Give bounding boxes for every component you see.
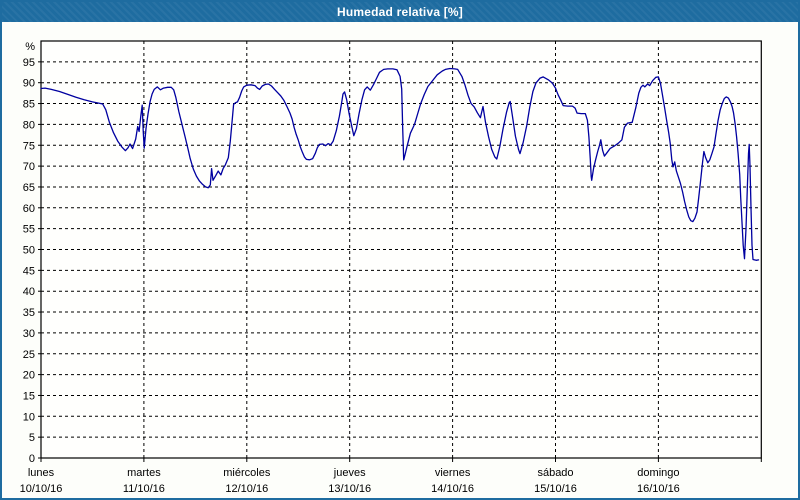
y-axis-unit: %: [25, 41, 35, 53]
title-bar: Humedad relativa [%]: [2, 2, 798, 22]
y-tick-label: 60: [23, 203, 35, 215]
day-name-label: miércoles: [223, 467, 271, 479]
y-tick-label: 45: [23, 265, 35, 277]
y-tick-label: 15: [23, 390, 35, 402]
humidity-line: [40, 67, 760, 261]
y-tick-label: 70: [23, 161, 35, 173]
y-tick-label: 0: [29, 453, 35, 465]
plot-frame: [40, 40, 762, 459]
y-tick-label: 25: [23, 349, 35, 361]
y-tick-label: 90: [23, 78, 35, 90]
y-tick-label: 75: [23, 140, 35, 152]
y-tick-label: 80: [23, 119, 35, 131]
day-date-label: 13/10/16: [328, 483, 371, 495]
y-tick-label: 65: [23, 182, 35, 194]
day-name-label: lunes: [28, 467, 55, 479]
day-date-label: 15/10/16: [534, 483, 577, 495]
y-tick-label: 35: [23, 307, 35, 319]
y-tick-label: 95: [23, 57, 35, 69]
y-tick-label: 30: [23, 328, 35, 340]
day-name-label: martes: [127, 467, 161, 479]
day-name-label: sábado: [537, 467, 573, 479]
day-name-label: viernes: [435, 467, 471, 479]
y-tick-label: 20: [23, 370, 35, 382]
day-date-label: 12/10/16: [225, 483, 268, 495]
y-tick-label: 40: [23, 286, 35, 298]
y-tick-label: 50: [23, 245, 35, 257]
y-tick-label: 55: [23, 224, 35, 236]
y-tick-label: 5: [29, 432, 35, 444]
y-tick-label: 10: [23, 411, 35, 423]
y-tick-label: 85: [23, 99, 35, 111]
day-name-label: jueves: [333, 467, 366, 479]
day-date-label: 11/10/16: [123, 483, 165, 495]
chart-title: Humedad relativa [%]: [336, 5, 464, 19]
day-date-label: 14/10/16: [431, 483, 474, 495]
day-date-label: 10/10/16: [20, 483, 63, 495]
day-name-label: domingo: [637, 467, 679, 479]
day-date-label: 16/10/16: [637, 483, 680, 495]
